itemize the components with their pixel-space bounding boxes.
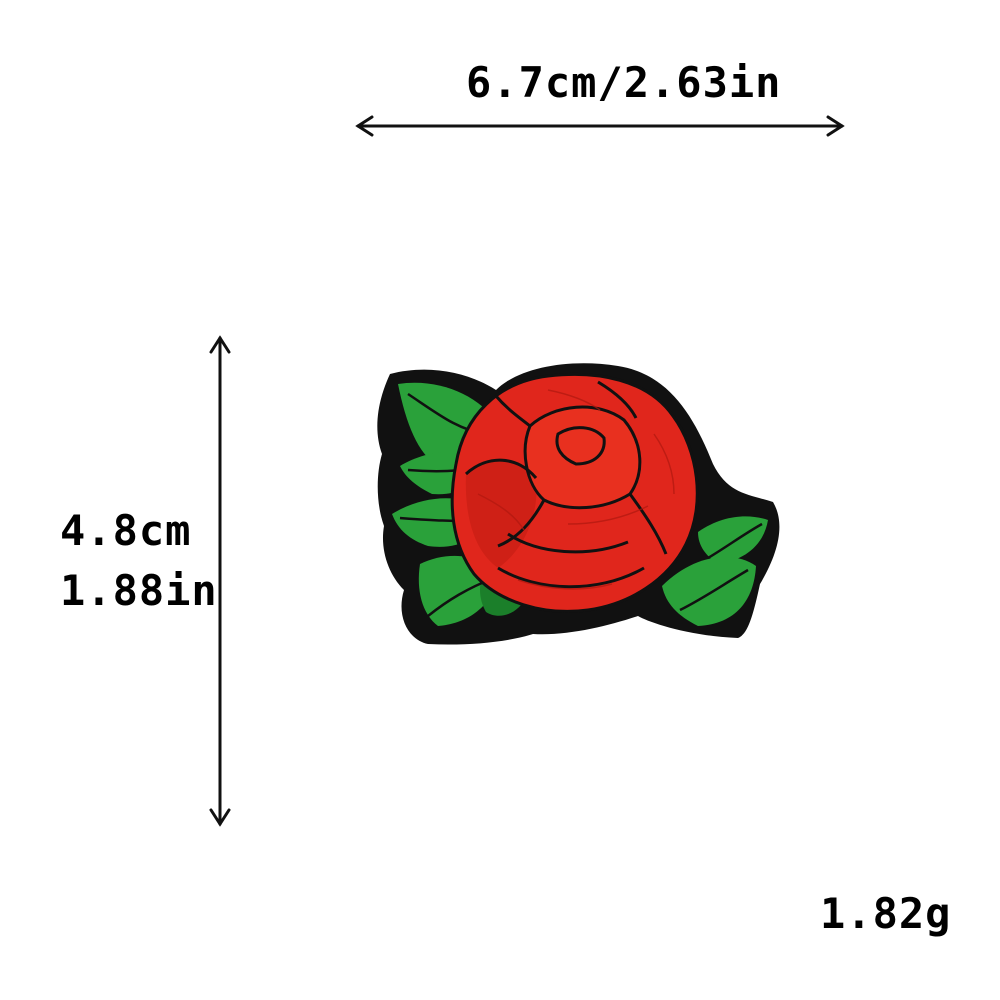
petal-stitch-texture <box>477 389 675 590</box>
leaf-right-lower <box>662 556 756 626</box>
rose-bloom <box>450 372 699 613</box>
height-cm-label: 4.8cm <box>60 506 192 555</box>
petal-outlines <box>450 372 699 613</box>
width-arrow <box>355 115 845 137</box>
rose-patch-icon <box>377 363 780 645</box>
height-in-label: 1.88in <box>60 566 218 615</box>
height-arrow <box>209 335 231 827</box>
center-cup <box>525 407 640 508</box>
weight-label: 1.82g <box>820 889 952 938</box>
width-label: 6.7cm/2.63in <box>466 58 782 107</box>
